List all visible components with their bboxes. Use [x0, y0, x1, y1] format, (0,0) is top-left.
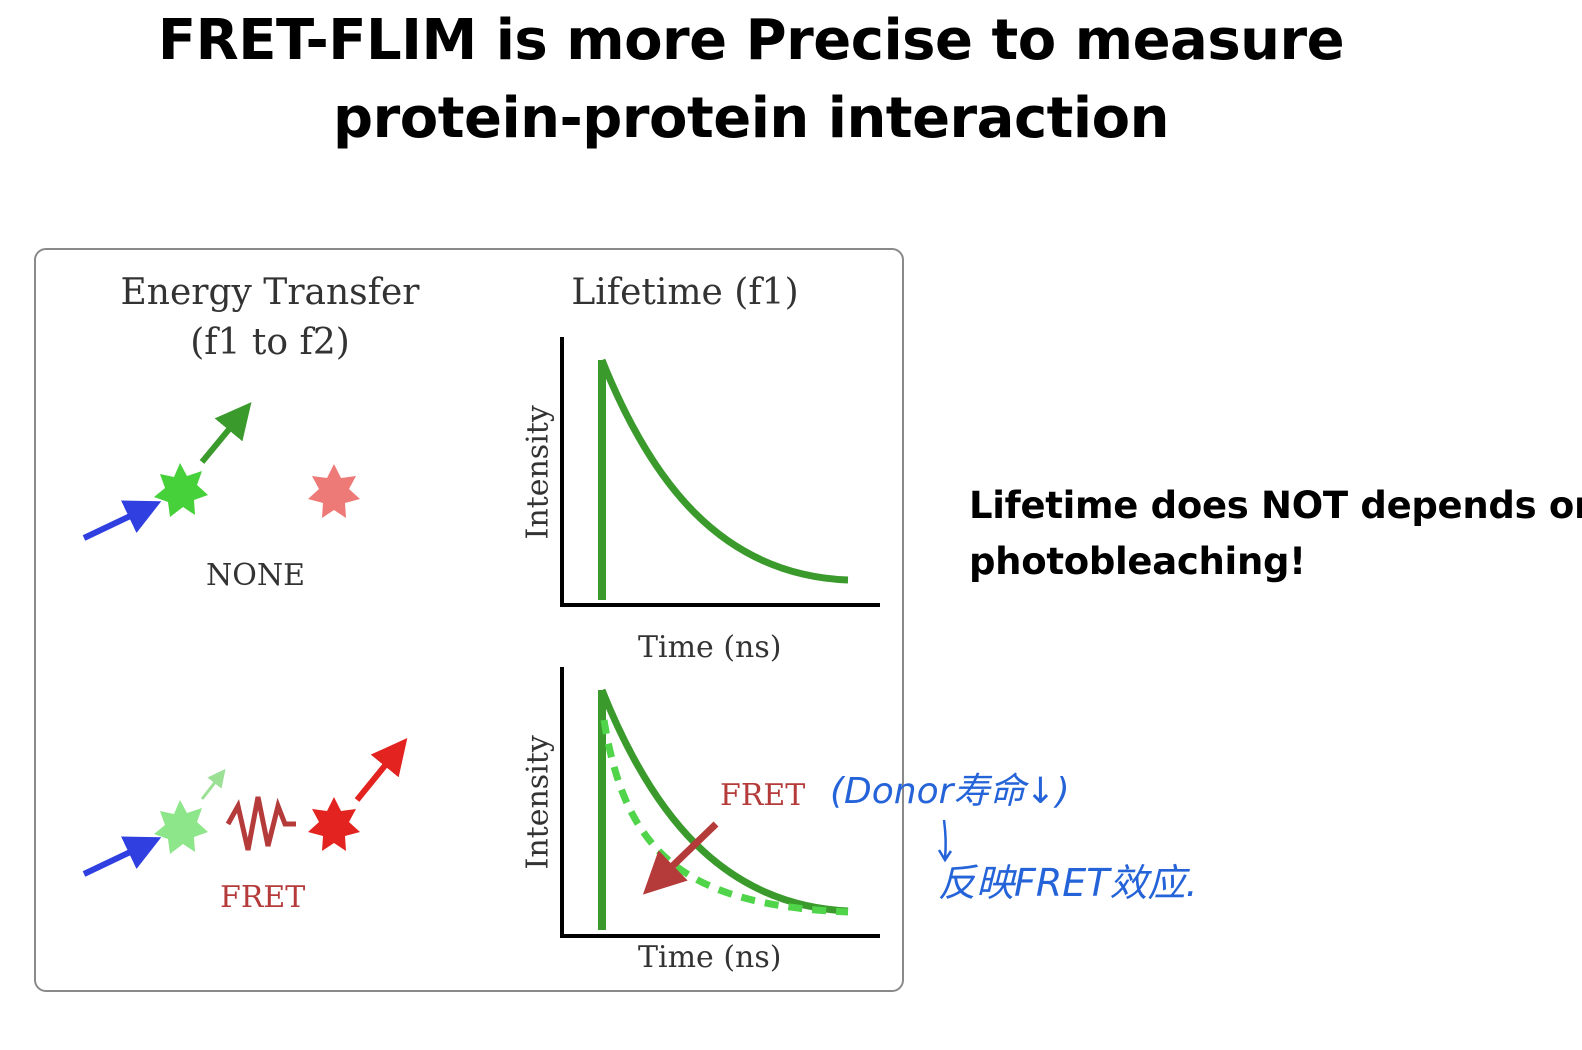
- title-line-1: FRET-FLIM is more Precise to measure: [157, 8, 1345, 73]
- lifetime-heading: Lifetime (f1): [571, 272, 799, 313]
- fret-figure-panel: [34, 248, 904, 992]
- donor-star-none: [154, 463, 208, 517]
- excitation-arrow-none: [82, 500, 162, 541]
- acceptor-emission-arrow: [354, 738, 408, 802]
- energy-transfer-heading-line-2: (f1 to f2): [190, 322, 350, 363]
- donor-star-fret: [154, 800, 208, 854]
- energy-transfer-heading: Energy Transfer (f1 to f2): [110, 268, 430, 368]
- excitation-arrow-fret: [82, 836, 162, 877]
- lifetime-note-line-1: Lifetime does NOT depends on: [969, 484, 1582, 527]
- bottom-plot-x-label: Time (ns): [638, 940, 782, 975]
- handwritten-note-line-1: (Donor寿命↓): [830, 771, 1070, 812]
- energy-transfer-squiggle: [225, 796, 296, 851]
- handwritten-note-line-2: 反映FRET效应.: [938, 861, 1198, 905]
- energy-transfer-heading-line-1: Energy Transfer: [120, 272, 420, 313]
- fret-scenario-label: FRET: [220, 880, 306, 915]
- top-plot-x-label: Time (ns): [638, 630, 782, 665]
- bottom-plot-fret-decay-curve: [600, 719, 849, 916]
- acceptor-star-fret: [308, 797, 360, 851]
- weak-donor-emission-arrow: [200, 768, 226, 800]
- bottom-plot-y-label: Intensity: [520, 735, 556, 870]
- top-plot-y-label: Intensity: [520, 405, 556, 540]
- none-label: NONE: [206, 558, 305, 593]
- slide-title: FRET-FLIM is more Precise to measure pro…: [0, 2, 1502, 158]
- lifetime-note: Lifetime does NOT depends on photobleach…: [969, 478, 1582, 590]
- top-plot-decay-curve: [598, 358, 849, 584]
- acceptor-star-none: [308, 464, 360, 518]
- lifetime-note-line-2: photobleaching!: [969, 540, 1306, 583]
- fret-shift-arrow: [642, 821, 719, 895]
- donor-emission-arrow-none: [199, 402, 252, 464]
- fret-annotation-label: FRET: [720, 778, 806, 813]
- title-line-2: protein-protein interaction: [333, 86, 1169, 151]
- handwritten-down-arrow: [937, 819, 953, 863]
